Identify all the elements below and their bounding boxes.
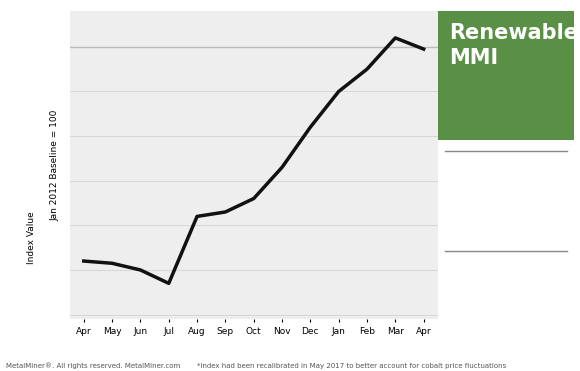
Text: Index Value: Index Value [27,211,37,264]
Text: MetalMiner®. All rights reserved. MetalMiner.com: MetalMiner®. All rights reserved. MetalM… [6,362,180,369]
Text: ↓ April: ↓ April [449,196,495,209]
Text: Down 2.5%: Down 2.5% [449,227,524,240]
Text: March to: March to [449,165,507,178]
Text: *Index had been recalibrated in May 2017 to better account for cobalt price fluc: *Index had been recalibrated in May 2017… [197,363,506,369]
Y-axis label: Jan 2012 Baseline = 100: Jan 2012 Baseline = 100 [50,109,59,221]
Bar [438,11,574,141]
Text: Renewables
MMI: Renewables MMI [449,23,580,68]
